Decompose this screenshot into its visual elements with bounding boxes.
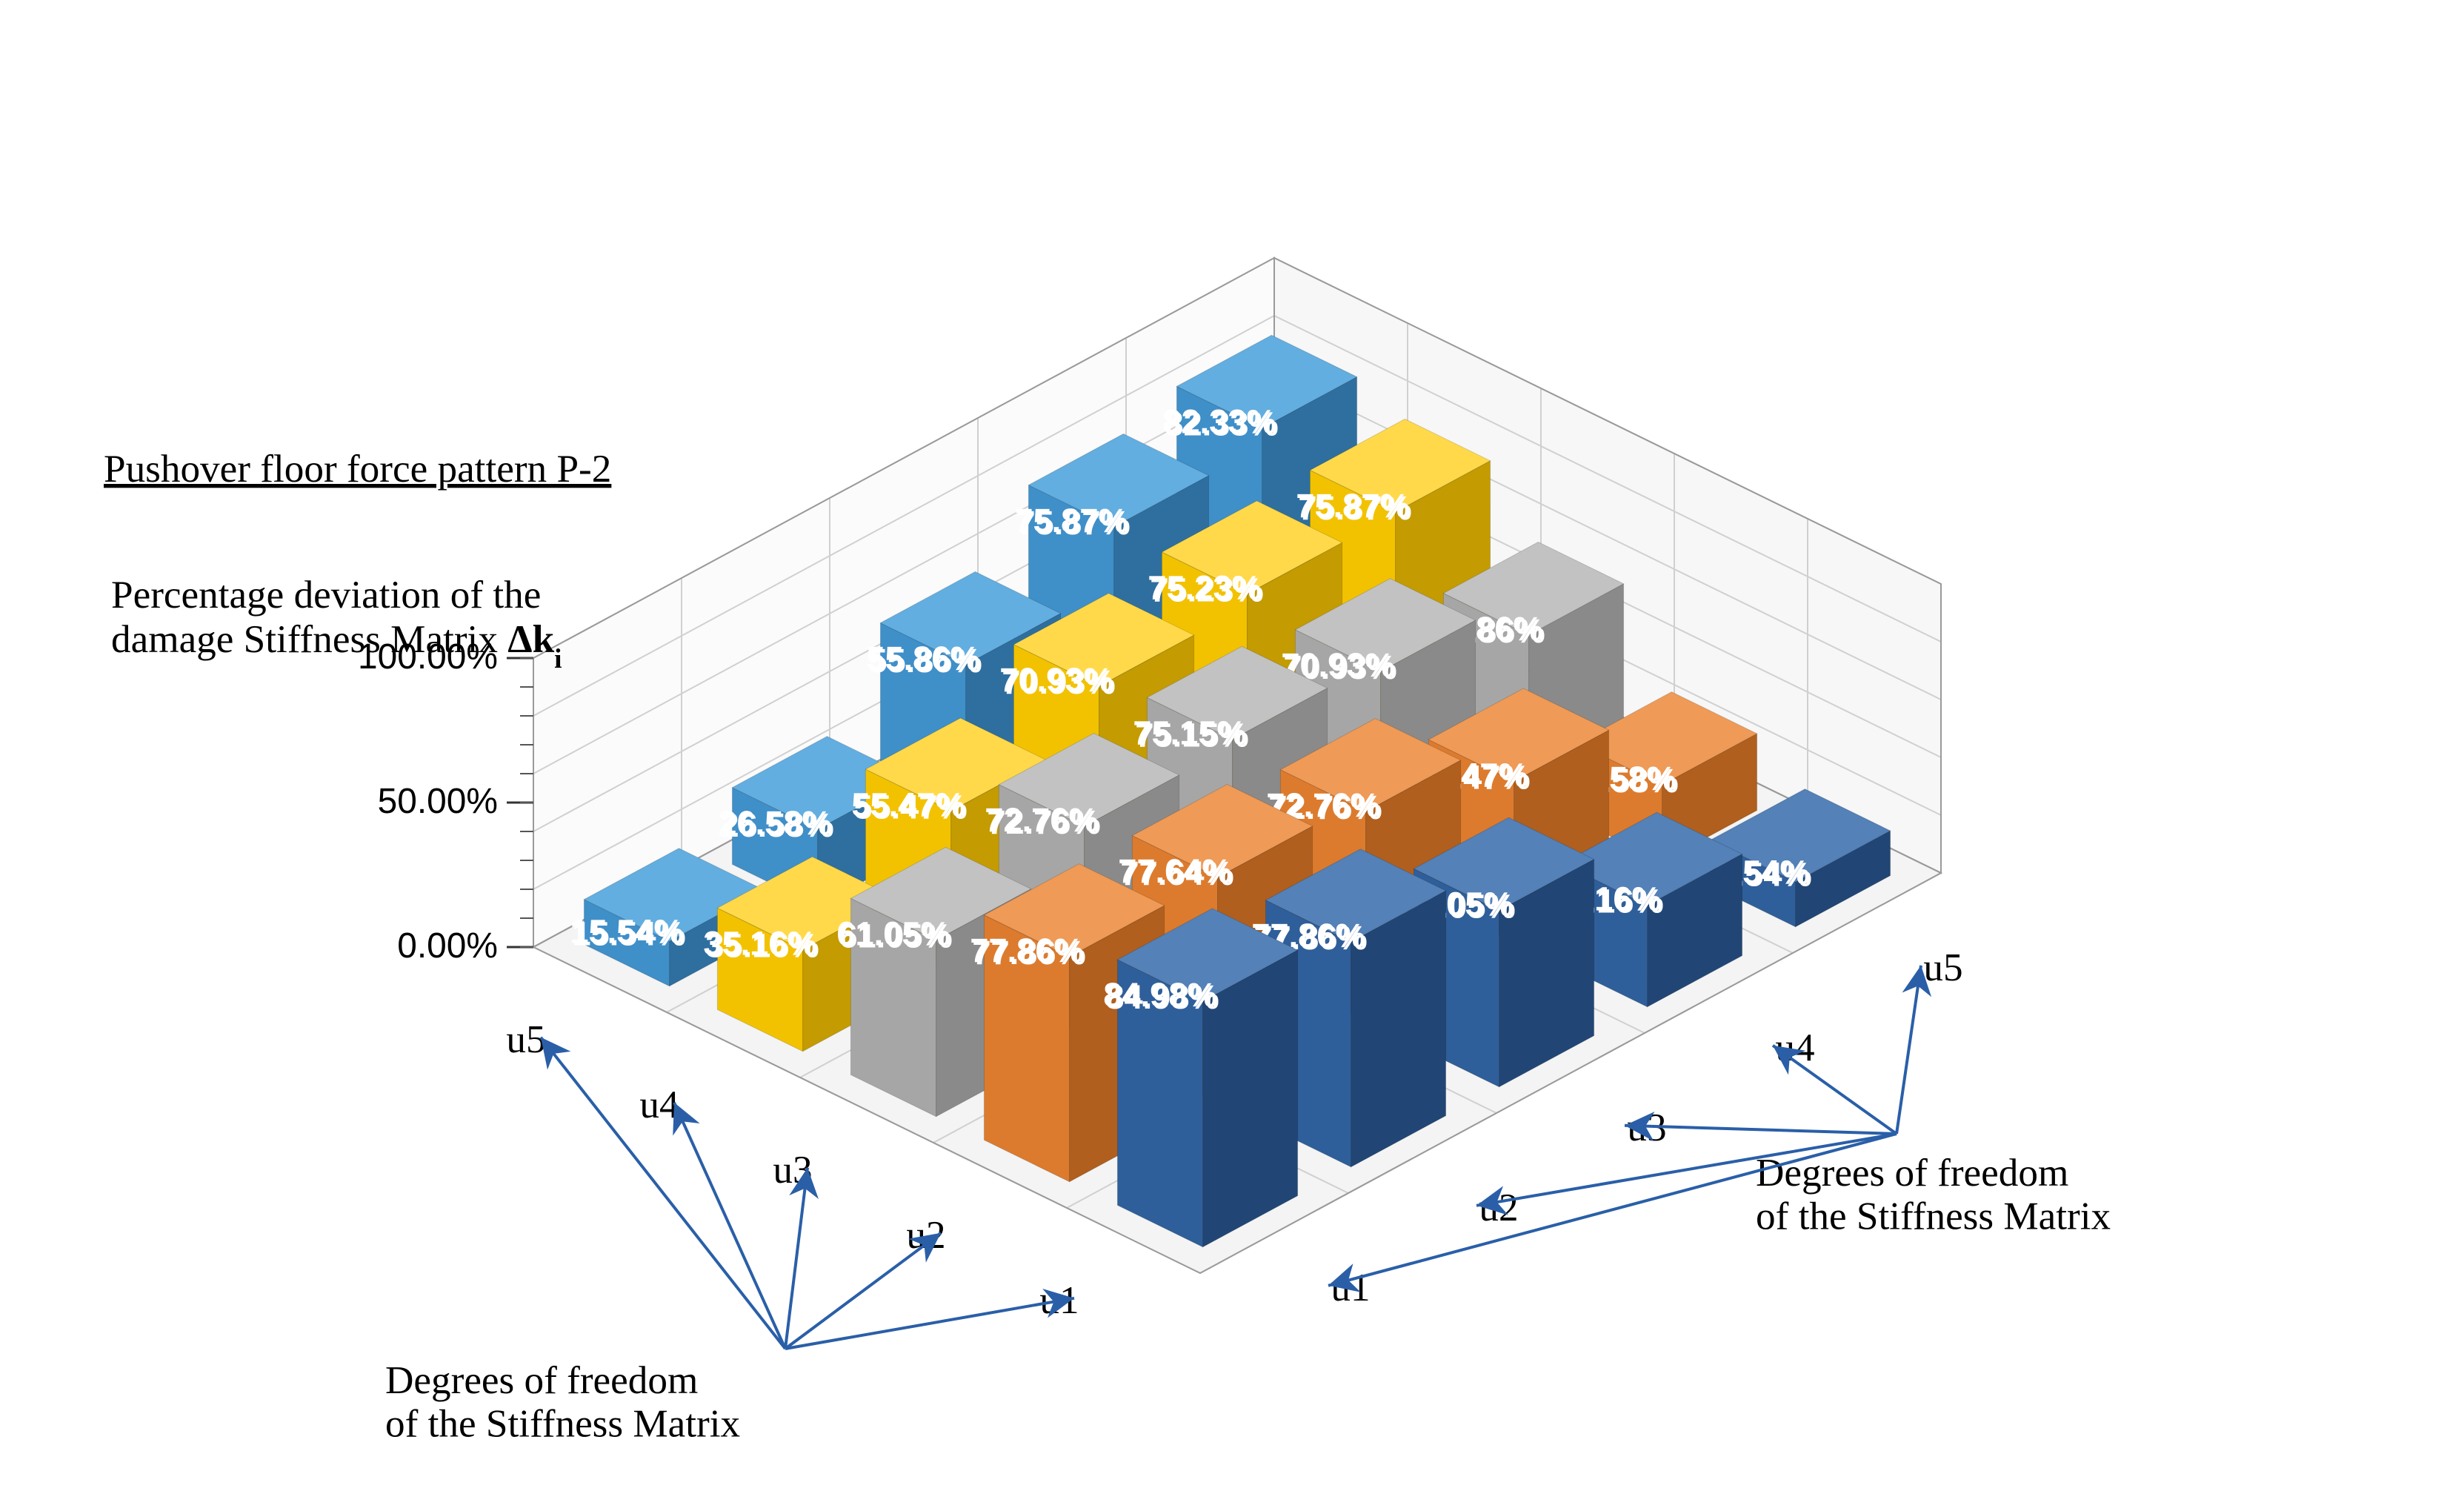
bar-value-label: 82.33%	[1162, 403, 1276, 441]
bar-value-label: 77.86%	[970, 932, 1083, 969]
bar-value-label: 15.54%	[570, 912, 683, 950]
chart-stage: 0.00%50.00%100.00%82.33%82.33%75.87%75.8…	[0, 0, 2464, 1491]
z-tick-label: 50.00%	[378, 782, 498, 821]
row-tick-label: u5	[506, 1017, 545, 1061]
col-tick-label: u1	[1331, 1266, 1370, 1309]
bar-value-label: 75.23%	[1148, 568, 1261, 606]
bar-value-label: 61.05%	[836, 915, 950, 953]
chart-title: Pushover floor force pattern P-2	[104, 447, 611, 491]
z-tick-label: 0.00%	[397, 926, 498, 966]
bar-value-label: 75.87%	[1296, 487, 1409, 525]
bar-value-label: 26.58%	[718, 804, 831, 842]
bar-value-label: 75.87%	[1014, 502, 1128, 539]
chart-svg: 0.00%50.00%100.00%82.33%82.33%75.87%75.8…	[0, 0, 2464, 1491]
bar-value-label: 84.98%	[1103, 976, 1216, 1014]
bar-value-label: 55.86%	[866, 640, 979, 677]
bar-value-label: 70.93%	[999, 661, 1113, 699]
axis-annotation-label: of the Stiffness Matrix	[1756, 1195, 2111, 1238]
bar-value-label: 77.64%	[1118, 852, 1231, 890]
col-tick-label: u5	[1923, 946, 1962, 989]
bar: 84.98%84.98%	[1103, 909, 1297, 1247]
col-tick-label: u2	[1479, 1186, 1518, 1229]
bar-value-label: 75.15%	[1133, 714, 1246, 752]
chart-subtitle: Percentage deviation of the	[111, 573, 541, 617]
axis-annotation-label: Degrees of freedom	[385, 1358, 698, 1402]
bar-value-label: 72.76%	[985, 801, 1098, 839]
bar-value-label: 55.47%	[851, 786, 965, 823]
axis-annotation-label: of the Stiffness Matrix	[385, 1402, 740, 1446]
row-tick-label: u4	[639, 1083, 679, 1126]
bar-value-label: 35.16%	[703, 925, 816, 963]
